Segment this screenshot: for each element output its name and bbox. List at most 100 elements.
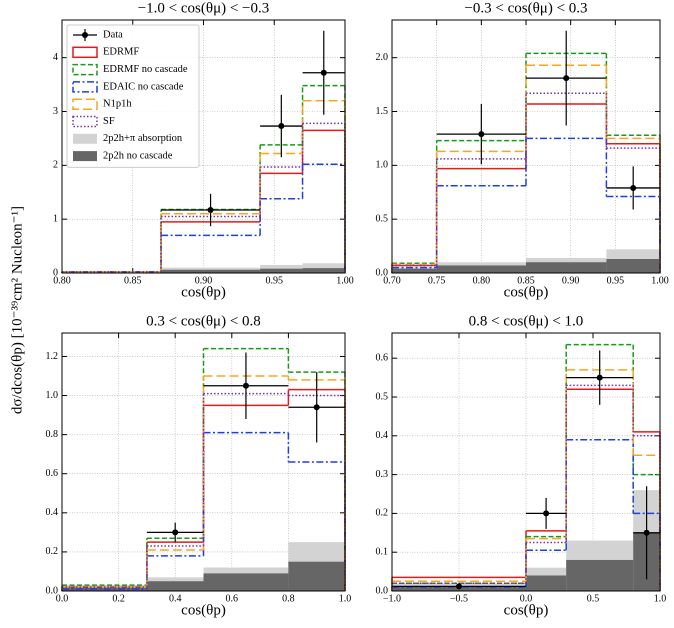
legend-swatch — [72, 46, 98, 59]
fill-bar — [526, 262, 607, 273]
legend-label: EDAIC no cascade — [103, 81, 184, 92]
data-point — [456, 583, 462, 590]
fill-bar — [606, 259, 660, 273]
data-point — [478, 131, 485, 138]
data-point — [207, 207, 214, 214]
y-tick-label: 1.2 — [46, 351, 59, 362]
y-tick-label: 1 — [53, 213, 58, 224]
plot-frame — [61, 19, 346, 274]
legend-label: 2p2h no cascade — [103, 151, 173, 162]
x-tick-label: 0.95 — [266, 275, 284, 286]
x-tick-label: 0.80 — [53, 275, 71, 286]
fill-bar — [288, 561, 345, 591]
data-point — [596, 374, 603, 381]
legend-label: N1p1h — [103, 99, 132, 110]
x-tick-label: 1.00 — [651, 275, 669, 286]
x-tick-label: 0.6 — [226, 593, 239, 604]
x-tick-label: 1.0 — [339, 593, 352, 604]
y-tick-label: 0.0 — [46, 585, 59, 596]
legend-label: EDRMF no cascade — [103, 64, 188, 75]
fill-bar — [526, 575, 567, 591]
x-tick-label: 0.80 — [473, 275, 491, 286]
legend-swatch — [73, 151, 97, 162]
fill-bar — [392, 268, 437, 273]
y-tick-label: 0 — [53, 267, 58, 278]
y-tick-label: 0.5 — [376, 213, 389, 224]
y-tick-label: 0.4 — [376, 430, 389, 441]
legend-swatch — [72, 81, 98, 93]
plot-frame — [61, 332, 346, 592]
x-tick-label: 0.8 — [282, 593, 295, 604]
legend-swatch — [72, 98, 98, 110]
data-point — [563, 75, 570, 82]
y-tick-label: 0.1 — [376, 546, 389, 557]
legend-label: 2p2h+π absorption — [103, 133, 183, 144]
x-tick-label: 0.4 — [169, 593, 182, 604]
x-tick-label: 0.90 — [562, 275, 580, 286]
legend-box — [66, 24, 200, 168]
x-axis-label: cos(θp) — [181, 602, 226, 618]
legend-swatch — [73, 133, 97, 144]
x-tick-label: 0.75 — [428, 275, 446, 286]
x-tick-label: 1.0 — [654, 593, 667, 604]
data-point — [543, 510, 550, 517]
y-axis-label: dσ/dcos(θp) [10⁻³⁹cm² Nucleon⁻¹] — [9, 206, 25, 414]
x-tick-label: 0.0 — [56, 593, 69, 604]
y-tick-label: 1.5 — [376, 106, 389, 117]
data-point — [242, 382, 249, 389]
fill-bar — [302, 268, 345, 273]
x-tick-label: −0.5 — [450, 593, 468, 604]
x-tick-label: 0.85 — [517, 275, 535, 286]
legend-swatch — [72, 63, 98, 76]
legend-swatch — [82, 32, 88, 38]
x-axis-label: cos(θp) — [181, 284, 226, 300]
panel-title: 0.3 < cos(θμ) < 0.8 — [146, 313, 261, 329]
y-tick-label: 0.0 — [376, 267, 389, 278]
y-tick-label: 3 — [53, 106, 58, 117]
x-tick-label: 0.95 — [607, 275, 625, 286]
fill-bar — [566, 559, 634, 591]
legend-label: Data — [103, 29, 123, 40]
x-tick-label: 1.00 — [336, 275, 354, 286]
y-tick-label: 0.5 — [376, 391, 389, 402]
x-tick-label: −1.0 — [383, 593, 401, 604]
y-tick-label: 1.0 — [46, 390, 59, 401]
data-point — [313, 404, 320, 411]
y-tick-label: 0.0 — [376, 585, 389, 596]
fill-bar — [203, 573, 289, 591]
data-point — [320, 69, 327, 76]
legend-label: SF — [103, 116, 115, 127]
legend-swatch — [72, 115, 98, 128]
data-point — [643, 529, 650, 536]
panel-title: 0.8 < cos(θμ) < 1.0 — [469, 313, 584, 329]
x-axis-label: cos(θp) — [504, 284, 549, 300]
x-tick-label: 0.5 — [587, 593, 600, 604]
y-tick-label: 0.2 — [46, 546, 59, 557]
y-tick-label: 0.8 — [46, 429, 59, 440]
data-point — [172, 529, 179, 536]
x-axis-label: cos(θp) — [504, 602, 549, 618]
data-point — [630, 184, 637, 191]
fill-bar — [436, 265, 526, 273]
y-tick-label: 1.0 — [376, 160, 389, 171]
x-tick-label: 0.90 — [195, 275, 213, 286]
fill-bar — [260, 268, 303, 273]
panel-title: −1.0 < cos(θμ) < −0.3 — [138, 0, 270, 16]
fill-bar — [146, 581, 204, 591]
plot-frame — [391, 19, 661, 274]
x-tick-label: 0.85 — [124, 275, 142, 286]
x-tick-label: 0.0 — [520, 593, 533, 604]
y-tick-label: 0.6 — [46, 468, 59, 479]
x-tick-label: 0.2 — [112, 593, 125, 604]
fill-bar — [161, 269, 261, 273]
plot-frame — [391, 332, 661, 592]
y-tick-label: 2.0 — [376, 52, 389, 63]
y-tick-label: 0.2 — [376, 508, 389, 519]
y-tick-label: 4 — [53, 52, 58, 63]
y-tick-label: 0.4 — [46, 507, 59, 518]
panel-title: −0.3 < cos(θμ) < 0.3 — [464, 0, 587, 16]
data-point — [278, 123, 285, 130]
legend-label: EDRMF — [103, 47, 139, 58]
y-tick-label: 2 — [53, 160, 58, 171]
